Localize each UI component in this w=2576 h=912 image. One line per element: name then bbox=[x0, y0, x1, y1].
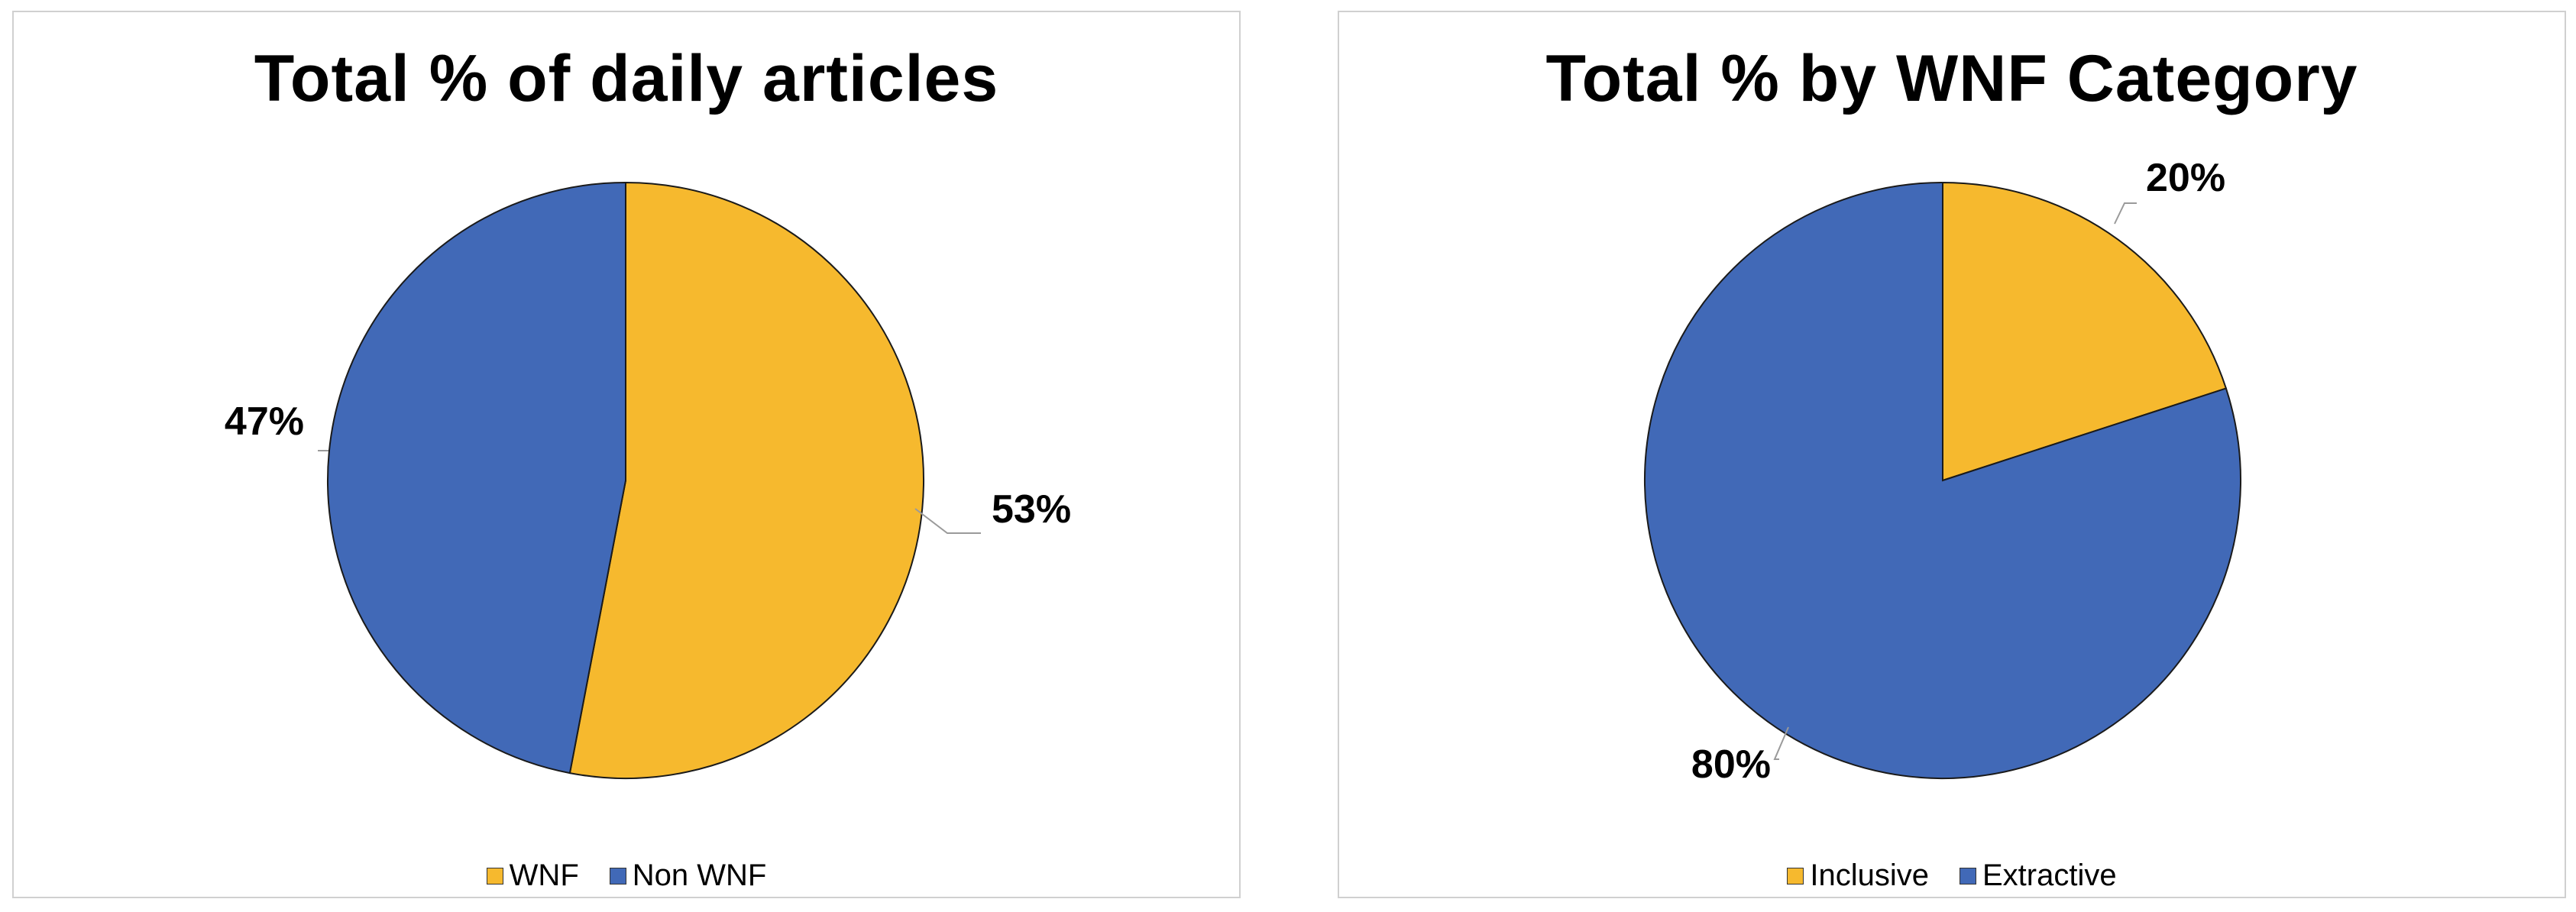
data-label-inclusive: 20% bbox=[2146, 156, 2225, 200]
chart-title: Total % by WNF Category bbox=[1545, 42, 2358, 115]
legend-item-wnf: WNF bbox=[486, 859, 579, 893]
legend-swatch-non-wnf bbox=[609, 867, 626, 885]
pie-slice-non-wnf bbox=[327, 181, 626, 775]
chart-title: Total % of daily articles bbox=[254, 42, 999, 115]
leader-line bbox=[1773, 726, 1789, 760]
legend-label-wnf: WNF bbox=[509, 859, 579, 892]
leader-line bbox=[2114, 202, 2137, 225]
data-label-wnf: 53% bbox=[992, 487, 1071, 532]
chart-panel-wnf-category: Total % by WNF Category 20% 80% Inclusive… bbox=[1338, 11, 2566, 898]
legend-label-extractive: Extractive bbox=[1982, 859, 2117, 892]
legend-swatch-inclusive bbox=[1787, 867, 1804, 885]
pie-slice-inclusive bbox=[1942, 181, 2228, 482]
legend-item-non-wnf: Non WNF bbox=[609, 859, 767, 893]
legend-label-inclusive: Inclusive bbox=[1810, 859, 1929, 892]
pie-chart-wnf-category: 20% 80% bbox=[1644, 156, 2241, 787]
legend-item-extractive: Extractive bbox=[1960, 859, 2117, 893]
data-label-non-wnf: 47% bbox=[225, 399, 304, 444]
data-label-extractive: 80% bbox=[1691, 742, 1771, 787]
pie-slice-wnf bbox=[568, 181, 924, 779]
legend-swatch-extractive bbox=[1960, 867, 1976, 885]
pie-slice-extractive bbox=[1644, 181, 2241, 779]
legend-item-inclusive: Inclusive bbox=[1787, 859, 1929, 893]
pie-chart-daily-articles: 53% 47% bbox=[225, 181, 1071, 779]
legend: WNF Non WNF bbox=[14, 859, 1239, 893]
chart-panel-daily-articles: Total % of daily articles 53% 47% WNF Non… bbox=[12, 11, 1241, 898]
legend-swatch-wnf bbox=[486, 867, 503, 885]
legend-label-non-wnf: Non WNF bbox=[632, 859, 767, 892]
legend: Inclusive Extractive bbox=[1339, 859, 2565, 893]
leader-line bbox=[914, 508, 981, 534]
